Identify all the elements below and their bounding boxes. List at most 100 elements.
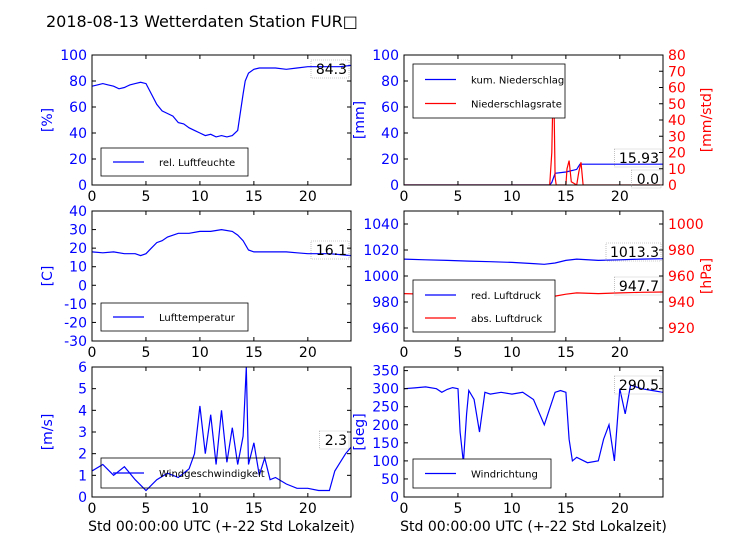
y-tick-label: 5 [78, 382, 87, 398]
x-tick-label: 0 [400, 501, 409, 517]
x-tick-label: 5 [453, 345, 462, 361]
series-line-winddirection-0 [404, 384, 663, 464]
y-tick-label: 50 [381, 472, 399, 488]
legend-box [100, 457, 281, 489]
x-axis-label: Std 00:00:00 UTC (+-22 Std Lokalzeit) [88, 519, 355, 535]
y-right-tick-label: 30 [668, 129, 686, 145]
y-tick-label: 40 [381, 126, 399, 142]
y-tick-label: 1020 [363, 243, 399, 259]
x-tick-label: 10 [191, 345, 209, 361]
y-tick-label: 80 [69, 74, 87, 90]
y-right-tick-label: 40 [668, 113, 686, 129]
plot-frame [91, 210, 352, 342]
y-tick-label: -20 [64, 315, 87, 331]
value-label: 15.93 [619, 151, 659, 167]
y-right-tick-label: 80 [668, 48, 686, 64]
x-tick-label: 5 [453, 501, 462, 517]
x-tick-label: 15 [245, 345, 263, 361]
y-tick-label: 100 [60, 48, 87, 64]
value-label: 84.3 [316, 62, 347, 78]
legend: Windgeschwindigkeit [100, 457, 281, 489]
x-tick-label: 15 [245, 501, 263, 517]
value-label: 947.7 [619, 279, 659, 295]
x-tick-label: 20 [611, 345, 629, 361]
panel-windspeed: 0 5 10 15 20 0 1 2 3 4 5 6 [m/s] Std 00:00:00 UTC (+-… [40, 360, 355, 535]
legend-label: red. Luftdruck [471, 291, 541, 302]
series-line-precipitation-0 [404, 163, 663, 185]
y-right-tick-label: 920 [668, 321, 695, 337]
x-axis-label: Std 00:00:00 UTC (+-22 Std Lokalzeit) [400, 519, 667, 535]
value-label-box [631, 169, 662, 189]
x-tick-label: 10 [503, 501, 521, 517]
y-tick-label: 0 [78, 178, 87, 194]
legend: Windrichtung [412, 458, 552, 489]
y-tick-label: 960 [372, 321, 399, 337]
series-line-windspeed-0 [92, 367, 351, 492]
y-tick-label: 100 [372, 48, 399, 64]
value-label: 1013.3 [610, 245, 659, 261]
x-tick-label: 5 [453, 189, 462, 205]
y-tick-label: 10 [69, 260, 87, 276]
legend-label: Lufttemperatur [159, 313, 236, 324]
legend-label: rel. Luftfeuchte [159, 158, 235, 169]
y-tick-label: 250 [372, 400, 399, 416]
y-right-tick-label: 1000 [668, 217, 704, 233]
x-tick-label: 5 [141, 345, 150, 361]
y-right-tick-label: 20 [668, 146, 686, 162]
value-label-box [605, 242, 662, 262]
y-tick-label: 0 [390, 490, 399, 506]
plot-frame [403, 366, 664, 498]
y-tick-label: 1000 [363, 269, 399, 285]
value-label: 0.0 [637, 172, 659, 188]
legend-label: Niederschlagsrate [471, 100, 562, 111]
y-right-tick-label: 50 [668, 97, 686, 113]
panel-pressure: 0 5 10 15 20 960 980 1000 1020 1040 920 940 960 980 10… [363, 210, 715, 361]
figure-title: 2018-08-13 Wetterdaten Station FUR□ [46, 12, 358, 31]
y-tick-label: 40 [69, 126, 87, 142]
y-right-tick-label: 70 [668, 64, 686, 80]
value-label-box [614, 276, 662, 296]
series-line-humidity-0 [92, 64, 351, 138]
y-tick-label: 2 [78, 447, 87, 463]
y-tick-label: 20 [381, 152, 399, 168]
y-tick-label: 980 [372, 295, 399, 311]
y-right-tick-label: 10 [668, 162, 686, 178]
value-label-box [310, 59, 350, 79]
x-tick-label: 5 [141, 501, 150, 517]
y-tick-label: -30 [64, 334, 87, 350]
y-tick-label: 1 [78, 468, 87, 484]
legend-label: Windrichtung [471, 470, 538, 481]
y-tick-label: 150 [372, 436, 399, 452]
value-label-box [614, 148, 662, 168]
x-tick-label: 15 [245, 189, 263, 205]
x-tick-label: 10 [503, 345, 521, 361]
legend: red. Luftdruck abs. Luftdruck [412, 279, 556, 333]
panel-precipitation: 0 5 10 15 2002040608010001020304050607080[mm… [352, 48, 715, 205]
series-line-pressure-0 [404, 258, 663, 265]
x-tick-label: 0 [400, 345, 409, 361]
y-tick-label: 1040 [363, 217, 399, 233]
x-tick-label: 20 [611, 189, 629, 205]
y-axis-label: [C] [40, 266, 56, 287]
legend: rel. Luftfeuchte [100, 147, 249, 177]
x-tick-label: 10 [503, 189, 521, 205]
y-tick-label: 20 [69, 241, 87, 257]
x-tick-label: 20 [299, 501, 317, 517]
x-tick-label: 20 [299, 189, 317, 205]
y-tick-label: 350 [372, 364, 399, 380]
y-tick-label: 80 [381, 74, 399, 90]
x-tick-label: 0 [88, 345, 97, 361]
y-right-tick-label: 0 [668, 178, 677, 194]
x-tick-label: 5 [141, 189, 150, 205]
y-right-axis-label: [hPa] [699, 258, 715, 294]
legend: kum. Niederschlag Niederschlagsrate [412, 63, 566, 119]
panel-temperature: 0 5 10 15 20 -30 -20 -10 0 10 20 30 40 [C] Lufttempera… [40, 204, 352, 361]
y-tick-label: -10 [64, 297, 87, 313]
legend-box [412, 63, 566, 119]
y-axis-label: [m/s] [40, 414, 56, 451]
x-tick-label: 0 [88, 501, 97, 517]
y-tick-label: 0 [390, 178, 399, 194]
legend-label: kum. Niederschlag [471, 76, 564, 87]
